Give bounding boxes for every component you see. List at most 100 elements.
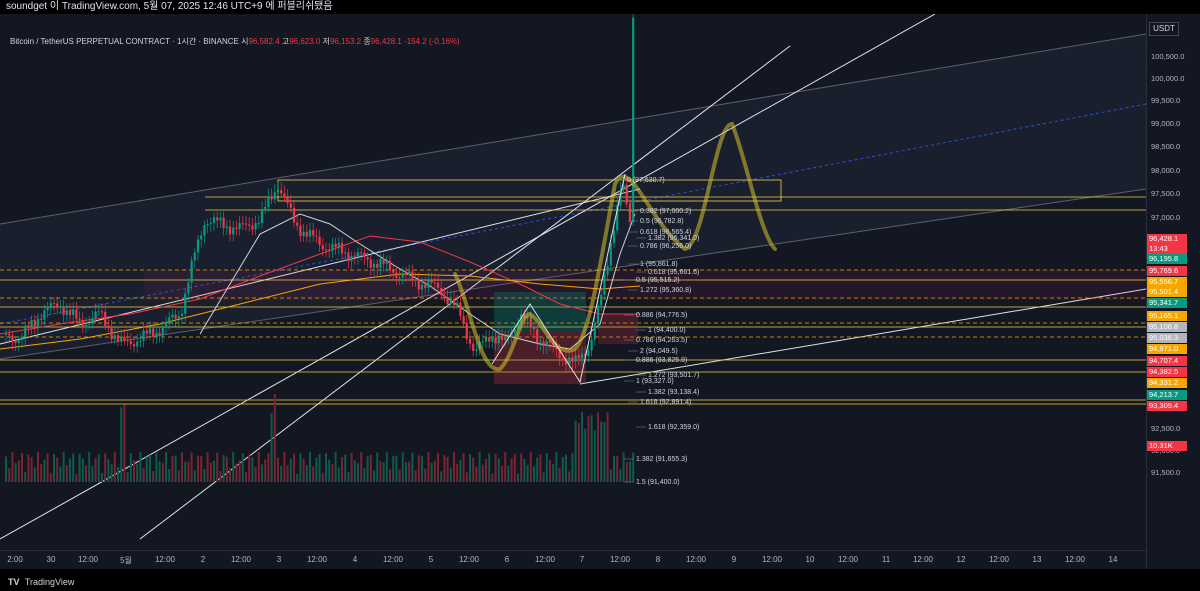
time-tick: 12:00	[685, 555, 707, 564]
volume-bar	[478, 452, 481, 482]
candle-body	[548, 341, 552, 343]
volume-bar	[606, 412, 609, 482]
volume-bar	[405, 462, 407, 482]
candle-body	[206, 223, 209, 226]
chart-canvas[interactable]: 0 (97,630.7) 0.382 (97,000.2) 0.5 (96,782.…	[0, 14, 1146, 550]
candle-body	[500, 335, 504, 341]
candle-body	[56, 303, 59, 308]
volume-bar	[133, 460, 135, 482]
chart-area[interactable]: 0 (97,630.7) 0.382 (97,000.2) 0.5 (96,782.…	[0, 14, 1200, 569]
candle-body	[43, 310, 46, 320]
volume-bar	[248, 454, 251, 482]
volume-bar	[78, 453, 81, 482]
volume-bar	[213, 460, 215, 482]
volume-bar	[305, 465, 308, 482]
time-tick: 12:00	[912, 555, 934, 564]
volume-bar	[593, 430, 596, 482]
high-value: 96,623.0	[289, 37, 321, 46]
volume-bar	[453, 452, 455, 482]
tradingview-logo-icon[interactable]: TV	[8, 577, 20, 587]
candle-body	[580, 353, 584, 359]
volume-bar	[225, 456, 228, 482]
candle-body	[411, 271, 414, 281]
candle-body	[158, 332, 161, 336]
volume-bar	[376, 452, 379, 482]
volume-bar	[485, 459, 487, 482]
price-label: 94,971.0	[1147, 344, 1187, 354]
candle-body	[305, 231, 308, 237]
volume-bar	[552, 463, 555, 482]
candle-body	[280, 190, 283, 194]
volume-bar	[181, 452, 183, 482]
volume-bar	[571, 452, 574, 482]
symbol-title[interactable]: Bitcoin / TetherUS PERPETUAL CONTRACT · …	[10, 37, 239, 46]
candle-body	[475, 349, 478, 351]
candle-body	[107, 325, 110, 329]
time-tick: 12:00	[77, 555, 99, 564]
volume-bar	[366, 456, 369, 482]
volume-bar	[203, 468, 206, 482]
time-tick: 6	[504, 555, 510, 564]
candle-body	[232, 227, 235, 235]
volume-bar	[245, 472, 247, 482]
candle-body	[625, 184, 628, 204]
price-label: 94,382.5	[1147, 367, 1187, 377]
volume-bar	[177, 470, 180, 482]
pink-zone-box	[144, 269, 1146, 301]
price-label: 95,165.1	[1147, 311, 1187, 321]
candle-body	[414, 279, 417, 281]
volume-bar	[145, 456, 148, 482]
candle-body	[17, 340, 20, 344]
volume-bar	[113, 452, 116, 482]
candle-body	[433, 282, 436, 284]
volume-bar	[193, 470, 196, 482]
time-tick: 30	[46, 555, 56, 564]
candle-body	[449, 298, 452, 304]
volume-bar	[539, 454, 542, 482]
white-trendline-3	[0, 188, 641, 345]
candle-body	[292, 207, 296, 223]
candle-body	[296, 222, 299, 226]
volume-bar	[622, 452, 625, 482]
change-value: -154.2 (-0.16%)	[404, 37, 460, 46]
candle-body	[609, 242, 612, 266]
volume-bar	[501, 465, 503, 482]
volume-bar	[449, 467, 452, 482]
candle-body	[161, 327, 164, 336]
time-axis[interactable]: 2:00 30 12:00 5월 12:00 2 12:00 3 12:00 4 12:00 5 12:…	[0, 550, 1146, 570]
time-tick: 12:00	[306, 555, 328, 564]
candle-body	[340, 242, 344, 254]
time-tick: 12:00	[609, 555, 631, 564]
volume-bar	[21, 452, 23, 482]
white-trendline-1	[0, 14, 936, 540]
candle-body	[110, 328, 113, 340]
candle-body	[388, 260, 392, 271]
volume-bar	[289, 458, 292, 482]
candle-body	[628, 203, 632, 222]
candle-body	[590, 339, 593, 351]
candle-body	[603, 274, 606, 295]
candle-body	[203, 225, 206, 236]
candle-body	[401, 273, 404, 278]
price-label: 94,707.4	[1147, 356, 1187, 366]
candle-body	[174, 314, 177, 319]
candle-body	[139, 340, 142, 342]
volume-bar	[273, 393, 276, 482]
volume-bar	[302, 458, 305, 482]
candle-body	[40, 318, 43, 320]
currency-button[interactable]: USDT	[1149, 22, 1179, 36]
price-label: 10.31K	[1147, 441, 1187, 451]
publish-info-bar: soundget 이 TradingView.com, 5월 07, 2025 …	[0, 0, 1200, 14]
brand-name[interactable]: TradingView	[24, 577, 75, 587]
footer-bar: TV TradingView	[0, 573, 1200, 591]
candle-body	[504, 336, 507, 341]
volume-bar	[299, 453, 302, 482]
fib-level-label: 0.5 (96,782.8)	[640, 218, 684, 225]
volume-bar	[309, 452, 311, 482]
candle-body	[8, 333, 11, 336]
volume-bar	[168, 469, 171, 482]
candle-body	[88, 323, 91, 325]
candle-body	[574, 355, 577, 362]
candle-body	[436, 282, 440, 288]
price-axis[interactable]: 100,500.0 100,000.0 99,500.0 99,000.0 98,500…	[1146, 14, 1200, 569]
